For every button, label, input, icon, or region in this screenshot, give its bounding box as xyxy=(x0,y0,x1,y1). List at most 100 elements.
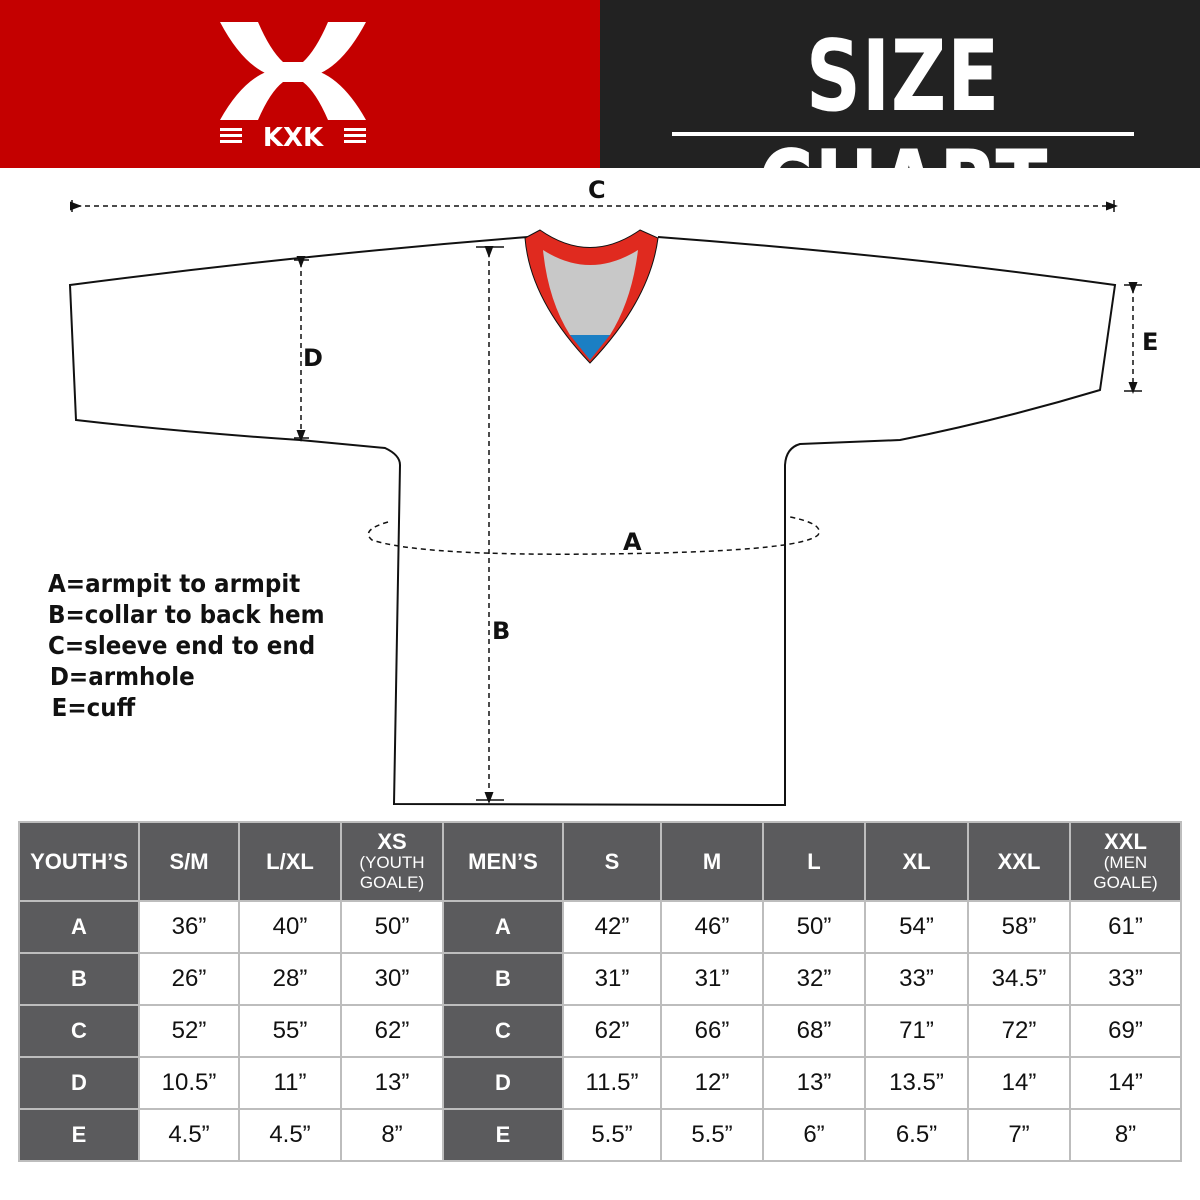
column-header-label: L xyxy=(807,848,821,874)
measurement-legend: A=armpit to armpit B=collar to back hem … xyxy=(48,568,325,723)
column-header-label: YOUTH’S xyxy=(30,848,128,874)
label-e: E xyxy=(1142,328,1159,356)
table-cell: 8” xyxy=(342,1110,442,1160)
column-header: XXL xyxy=(969,823,1069,900)
column-header: S xyxy=(564,823,660,900)
row-label-men: B xyxy=(444,954,562,1004)
table-cell: 5.5” xyxy=(662,1110,762,1160)
logo-text: KXK xyxy=(263,123,324,150)
label-d: D xyxy=(303,344,323,372)
row-label-youth: B xyxy=(20,954,138,1004)
table-cell: 69” xyxy=(1071,1006,1180,1056)
column-header-sublabel: (MEN GOALE) xyxy=(1093,852,1158,892)
table-cell: 72” xyxy=(969,1006,1069,1056)
column-header: L/XL xyxy=(240,823,340,900)
column-header-label: XS xyxy=(377,828,407,854)
table-cell: 33” xyxy=(1071,954,1180,1004)
table-cell: 14” xyxy=(969,1058,1069,1108)
brand-banner xyxy=(0,0,600,168)
table-cell: 66” xyxy=(662,1006,762,1056)
legend-item: C=sleeve end to end xyxy=(48,631,316,660)
title-banner xyxy=(600,0,1200,168)
jersey-outline xyxy=(68,236,1117,807)
title-underline xyxy=(672,132,1134,136)
table-cell: 7” xyxy=(969,1110,1069,1160)
table-row: A 36” 40” 50” A 42” 46” 50” 54” 58” 61” xyxy=(20,902,1180,952)
column-header-label: XXL xyxy=(1104,828,1147,854)
column-header-label: S/M xyxy=(169,848,209,874)
measure-a-line xyxy=(367,516,820,555)
row-label-men: A xyxy=(444,902,562,952)
table-cell: 68” xyxy=(764,1006,864,1056)
table-cell: 58” xyxy=(969,902,1069,952)
column-header-label: S xyxy=(604,848,620,874)
table-cell: 33” xyxy=(866,954,967,1004)
table-cell: 36” xyxy=(140,902,238,952)
row-label-youth: D xyxy=(20,1058,138,1108)
table-cell: 4.5” xyxy=(140,1110,238,1160)
table-cell: 28” xyxy=(240,954,340,1004)
table-cell: 13” xyxy=(342,1058,442,1108)
table-cell: 46” xyxy=(662,902,762,952)
row-label-men: C xyxy=(444,1006,562,1056)
table-cell: 5.5” xyxy=(564,1110,660,1160)
table-cell: 55” xyxy=(240,1006,340,1056)
column-header-label: M xyxy=(702,848,722,874)
table-cell: 12” xyxy=(662,1058,762,1108)
table-cell: 61” xyxy=(1071,902,1180,952)
column-header: S/M xyxy=(140,823,238,900)
row-label-men: D xyxy=(444,1058,562,1108)
table-header-row: YOUTH’S S/M L/XL XS (YOUTH GOALE) MEN’S S M L XL X… xyxy=(20,823,1180,900)
jersey-diagram xyxy=(68,200,1142,807)
column-header: MEN’S xyxy=(444,823,562,900)
table-cell: 54” xyxy=(866,902,967,952)
page-title: SIZE CHART xyxy=(757,20,1049,244)
column-header: XXL (MEN GOALE) xyxy=(1071,823,1180,900)
legend-item: D=armhole xyxy=(49,662,195,691)
kxk-logo: KXK xyxy=(220,22,366,150)
table-cell: 14” xyxy=(1071,1058,1180,1108)
table-cell: 30” xyxy=(342,954,442,1004)
column-header: XS (YOUTH GOALE) xyxy=(342,823,442,900)
table-cell: 11.5” xyxy=(564,1058,660,1108)
table-cell: 13” xyxy=(764,1058,864,1108)
legend-item: A=armpit to armpit xyxy=(48,569,301,598)
column-header-label: XL xyxy=(902,848,931,874)
table-cell: 13.5” xyxy=(866,1058,967,1108)
table-cell: 42” xyxy=(564,902,660,952)
table-cell: 32” xyxy=(764,954,864,1004)
row-label-youth: A xyxy=(20,902,138,952)
label-b: B xyxy=(492,617,511,645)
row-label-men: E xyxy=(444,1110,562,1160)
column-header-sublabel: (YOUTH GOALE) xyxy=(359,852,425,892)
table-cell: 6” xyxy=(764,1110,864,1160)
table-cell: 26” xyxy=(140,954,238,1004)
table-cell: 62” xyxy=(564,1006,660,1056)
table-cell: 31” xyxy=(564,954,660,1004)
column-header: L xyxy=(764,823,864,900)
table-row: B 26” 28” 30” B 31” 31” 32” 33” 34.5” 33” xyxy=(20,954,1180,1004)
table-cell: 8” xyxy=(1071,1110,1180,1160)
table-cell: 40” xyxy=(240,902,340,952)
table-cell: 34.5” xyxy=(969,954,1069,1004)
column-header: XL xyxy=(866,823,967,900)
table-cell: 4.5” xyxy=(240,1110,340,1160)
column-header-label: XXL xyxy=(997,848,1041,874)
table-cell: 62” xyxy=(342,1006,442,1056)
table-cell: 71” xyxy=(866,1006,967,1056)
column-header-label: MEN’S xyxy=(468,848,538,874)
table-row: D 10.5” 11” 13” D 11.5” 12” 13” 13.5” 14” 14” xyxy=(20,1058,1180,1108)
size-table: YOUTH’S S/M L/XL XS (YOUTH GOALE) MEN’S S M L XL X… xyxy=(18,821,1182,1162)
column-header: YOUTH’S xyxy=(20,823,138,900)
table-cell: 6.5” xyxy=(866,1110,967,1160)
row-label-youth: C xyxy=(20,1006,138,1056)
table-row: C 52” 55” 62” C 62” 66” 68” 71” 72” 69” xyxy=(20,1006,1180,1056)
legend-item: B=collar to back hem xyxy=(48,600,325,629)
table-cell: 50” xyxy=(342,902,442,952)
table-cell: 31” xyxy=(662,954,762,1004)
table-cell: 52” xyxy=(140,1006,238,1056)
table-cell: 10.5” xyxy=(140,1058,238,1108)
label-a: A xyxy=(623,528,642,556)
table-cell: 11” xyxy=(240,1058,340,1108)
legend-item: E=cuff xyxy=(51,693,136,722)
